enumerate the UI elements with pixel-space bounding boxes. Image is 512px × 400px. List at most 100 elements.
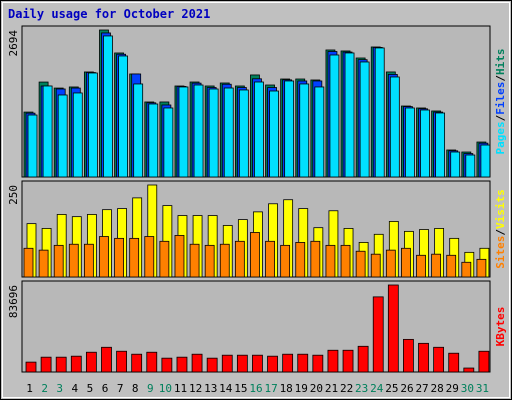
bar	[116, 350, 127, 373]
bar	[461, 261, 472, 278]
bar	[295, 242, 306, 278]
bar	[431, 253, 442, 278]
bar	[254, 81, 264, 178]
bar	[40, 356, 52, 373]
bar	[85, 351, 97, 373]
y-tick-label: 2694	[7, 30, 20, 57]
bar	[103, 35, 113, 178]
x-tick-label: 5	[87, 382, 94, 395]
bar	[146, 351, 158, 373]
bar	[87, 72, 98, 178]
bar	[329, 54, 340, 178]
x-tick-label: 27	[415, 382, 428, 395]
bar	[238, 89, 249, 178]
bar	[161, 357, 173, 373]
bar	[219, 243, 230, 278]
bar	[252, 354, 263, 373]
x-tick-label: 23	[355, 382, 368, 395]
bar	[372, 296, 384, 373]
bar	[70, 355, 82, 373]
x-tick-label: 3	[56, 382, 63, 395]
x-tick-label: 14	[219, 382, 233, 395]
legend: Sites/Visits	[494, 189, 507, 269]
legend-entry: Visits	[494, 189, 507, 229]
bar	[129, 237, 140, 278]
bar	[42, 85, 53, 178]
bar	[385, 249, 396, 278]
bar	[433, 346, 445, 373]
bar	[312, 354, 324, 373]
bar	[176, 356, 188, 373]
bar	[234, 240, 245, 278]
bar	[265, 240, 275, 278]
bar	[99, 236, 109, 278]
bar	[310, 240, 321, 278]
bar	[299, 83, 310, 178]
x-tick-label: 20	[310, 382, 323, 395]
x-tick-label: 2	[41, 382, 48, 395]
bar	[118, 55, 128, 178]
bar	[405, 107, 415, 178]
bar	[446, 254, 457, 278]
bar	[370, 253, 381, 278]
bar	[159, 240, 170, 278]
bar	[57, 94, 68, 178]
x-tick-label: 26	[400, 382, 413, 395]
bar	[114, 237, 124, 278]
bar	[342, 349, 354, 373]
x-tick-label: 7	[117, 382, 124, 395]
bar	[359, 61, 370, 178]
bar	[327, 349, 339, 373]
bar	[131, 353, 143, 373]
bar	[357, 345, 369, 373]
bar	[450, 151, 461, 178]
bar	[280, 244, 291, 278]
bar	[389, 76, 400, 178]
x-tick-label: 13	[204, 382, 217, 395]
bar	[435, 112, 446, 178]
x-tick-label: 11	[174, 382, 187, 395]
bar	[355, 250, 366, 278]
x-tick-label: 15	[234, 382, 247, 395]
bar	[38, 249, 49, 278]
bar	[387, 284, 399, 373]
legend-separator: /	[494, 114, 507, 121]
bar	[267, 355, 278, 373]
bar	[250, 232, 260, 278]
bar	[269, 90, 279, 178]
bar	[418, 342, 429, 373]
bar	[53, 244, 64, 278]
bar	[480, 144, 491, 178]
bar	[133, 83, 144, 178]
bar	[236, 354, 248, 373]
bar	[204, 244, 215, 278]
x-tick-label: 17	[264, 382, 277, 395]
legend-entry: Sites	[494, 236, 507, 269]
bar	[448, 352, 460, 373]
x-tick-label: 25	[385, 382, 398, 395]
bar	[403, 338, 414, 373]
bar	[163, 107, 174, 178]
bar	[174, 235, 185, 278]
x-tick-label: 1	[26, 382, 33, 395]
bar	[68, 243, 79, 278]
bar	[478, 350, 490, 373]
bar	[83, 243, 94, 278]
bar	[465, 154, 476, 178]
bar	[282, 353, 294, 373]
x-tick-label: 22	[340, 382, 353, 395]
bar	[223, 87, 234, 178]
x-tick-label: 29	[446, 382, 459, 395]
x-tick-label: 19	[295, 382, 308, 395]
y-tick-label: 250	[7, 185, 20, 205]
bar	[148, 103, 159, 178]
legend-separator: /	[494, 75, 507, 82]
x-tick-label: 24	[370, 382, 384, 395]
x-tick-label: 31	[476, 382, 489, 395]
x-tick-label: 9	[147, 382, 154, 395]
legend: KBytes	[494, 307, 507, 347]
bar	[340, 244, 351, 278]
x-tick-label: 21	[325, 382, 338, 395]
